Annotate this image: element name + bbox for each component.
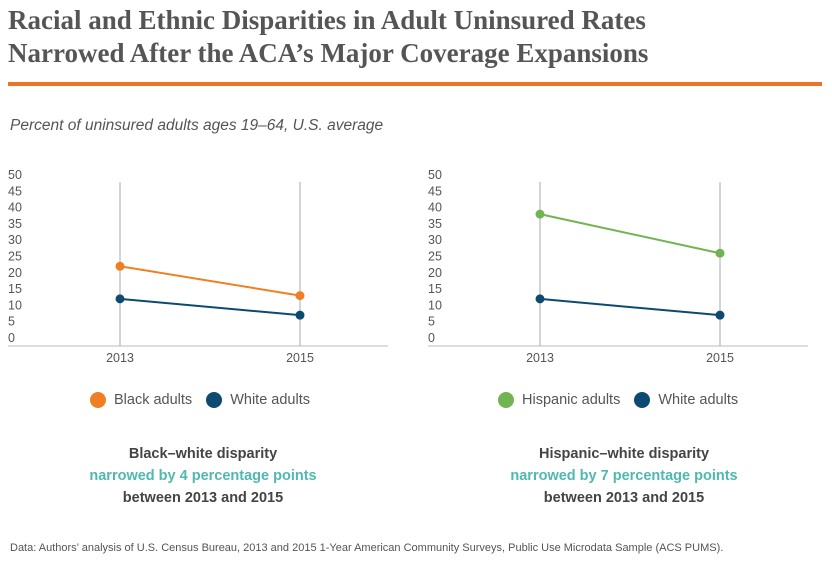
legend-label-white-2: White adults [658, 392, 739, 408]
right-chart: 0 5 10 15 20 25 30 35 40 45 50 2013 2015 [428, 168, 808, 365]
title-line-1: Racial and Ethnic Disparities in Adult U… [8, 5, 646, 35]
chart0-ytick-45: 45 [8, 184, 22, 198]
chart0-ytick-5: 5 [8, 315, 15, 329]
chart1-ytick-45: 45 [428, 184, 442, 198]
chart0-point-white-adults-2013 [115, 294, 125, 304]
data-source-note: Data: Authors’ analysis of U.S. Census B… [10, 542, 724, 554]
legend-dot-black [90, 392, 106, 408]
legend-label-white: White adults [230, 392, 310, 408]
chart0-ytick-35: 35 [8, 217, 22, 231]
chart1-line-hispanic-adults [539, 213, 721, 255]
left-note-line3: between 2013 and 2015 [122, 490, 284, 506]
right-note-line3: between 2013 and 2015 [543, 490, 705, 506]
chart1-ytick-50: 50 [428, 168, 442, 182]
chart1-xtick-2015: 2015 [706, 351, 734, 365]
chart0-xtick-2015: 2015 [286, 351, 314, 365]
chart-title: Racial and Ethnic Disparities in Adult U… [8, 4, 808, 70]
left-note-line2: narrowed by 4 percentage points [89, 468, 317, 484]
chart0-point-black-adults-2015 [295, 291, 305, 301]
legend-item-hispanic: Hispanic adults [498, 392, 620, 408]
chart0-ytick-10: 10 [8, 298, 22, 312]
title-rule [8, 82, 822, 86]
chart1-ytick-5: 5 [428, 315, 435, 329]
legend-dot-white-2 [634, 392, 651, 408]
chart1-point-white-adults-2015 [715, 310, 725, 320]
chart0-point-white-adults-2015 [295, 310, 305, 320]
chart1-ytick-35: 35 [428, 217, 442, 231]
chart1-ytick-25: 25 [428, 250, 442, 264]
chart1-line-white-adults [539, 297, 721, 317]
chart1-point-hispanic-adults-2013 [535, 209, 545, 219]
legend-item-white-2: White adults [634, 392, 738, 408]
chart0-line-white-adults [119, 297, 301, 317]
chart0-ytick-30: 30 [8, 233, 22, 247]
legend-dot-hispanic [498, 392, 514, 408]
chart0-point-black-adults-2013 [115, 261, 125, 271]
left-disparity-note: Black–white disparity narrowed by 4 perc… [63, 443, 343, 509]
right-legend: Hispanic adults White adults [498, 392, 752, 408]
chart0-ytick-15: 15 [8, 282, 22, 296]
chart1-ytick-20: 20 [428, 266, 442, 280]
chart1-ytick-40: 40 [428, 201, 442, 215]
right-note-line2: narrowed by 7 percentage points [510, 468, 738, 484]
left-legend: Black adults White adults [90, 392, 324, 408]
chart0-xtick-2013: 2013 [106, 351, 134, 365]
chart0-line-black-adults [119, 265, 301, 297]
legend-dot-white [206, 392, 223, 408]
chart0-ytick-0: 0 [8, 331, 15, 345]
left-chart: 0 5 10 15 20 25 30 35 40 45 50 2013 2015 [8, 168, 388, 365]
chart1-point-white-adults-2013 [535, 294, 545, 304]
legend-label-black: Black adults [114, 392, 193, 408]
chart1-ytick-0: 0 [428, 331, 435, 345]
chart1-ytick-30: 30 [428, 233, 442, 247]
right-note-line1: Hispanic–white disparity [538, 446, 710, 462]
legend-item-black: Black adults [90, 392, 192, 408]
chart-subtitle: Percent of uninsured adults ages 19–64, … [10, 117, 384, 134]
chart1-ytick-15: 15 [428, 282, 442, 296]
chart1-xtick-2013: 2013 [526, 351, 554, 365]
legend-item-white: White adults [206, 392, 310, 408]
chart0-ytick-50: 50 [8, 168, 22, 182]
chart1-point-hispanic-adults-2015 [715, 248, 725, 258]
chart0-ytick-20: 20 [8, 266, 22, 280]
chart1-ytick-10: 10 [428, 298, 442, 312]
left-note-line1: Black–white disparity [128, 446, 278, 462]
legend-label-hispanic: Hispanic adults [522, 392, 621, 408]
chart0-ytick-40: 40 [8, 201, 22, 215]
right-disparity-note: Hispanic–white disparity narrowed by 7 p… [484, 443, 764, 509]
title-line-2: Narrowed After the ACA’s Major Coverage … [8, 38, 649, 68]
chart0-ytick-25: 25 [8, 250, 22, 264]
